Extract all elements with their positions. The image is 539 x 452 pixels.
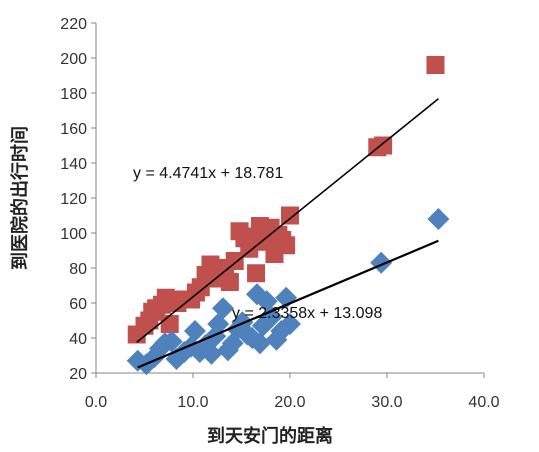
y-axis-title: 到医院的出行时间 (9, 126, 31, 270)
x-tick-label: 0.0 (85, 394, 107, 411)
red-square-point (426, 56, 445, 74)
x-tick-labels: 0.0 10.0 20.0 30.0 40.0 (85, 394, 500, 411)
blue-diamond-point (183, 320, 206, 342)
y-tick-label: 160 (60, 121, 87, 138)
blue-diamond-point (160, 330, 183, 353)
y-tick-label: 100 (60, 226, 87, 243)
red-square-point (281, 206, 299, 225)
red-square-point (160, 315, 179, 333)
y-tick-label: 40 (69, 331, 87, 348)
blue-diamond-point (212, 297, 235, 320)
y-tick-label: 200 (60, 51, 87, 68)
red-square-point (168, 294, 187, 312)
x-tick-label: 40.0 (468, 394, 499, 411)
x-tick-label: 20.0 (274, 394, 305, 411)
red-square-point (247, 264, 266, 283)
red-square-point (225, 252, 244, 270)
y-tick-label: 20 (69, 366, 87, 383)
x-tick-label: 10.0 (177, 394, 208, 411)
y-tick-labels: 20 40 60 80 100 120 140 160 180 200 220 (60, 16, 87, 383)
y-tick-label: 180 (60, 86, 87, 103)
blue-diamond-point (427, 208, 450, 230)
blue-diamond-point (241, 327, 264, 349)
trendlines (136, 98, 439, 369)
blue-diamond-point (279, 313, 301, 335)
y-tick-label: 140 (60, 156, 87, 173)
x-tick-label: 30.0 (371, 394, 402, 411)
blue-diamond-point (200, 342, 223, 365)
blue-diamond-point (248, 332, 271, 355)
red-square-point (277, 236, 296, 255)
trendline-equation-blue: y = 2.3358x + 13.098 (232, 305, 382, 322)
trendline-red (136, 98, 439, 343)
y-tick-label: 120 (60, 191, 87, 208)
trendline-blue (137, 239, 439, 369)
trendline-equation-red: y = 4.4741x + 18.781 (133, 165, 283, 182)
axes (91, 22, 485, 378)
y-tick-label: 80 (69, 261, 87, 278)
y-tick-label: 220 (60, 16, 87, 33)
x-axis-title: 到天安门的距离 (207, 425, 333, 447)
blue-diamond-point (260, 306, 283, 328)
red-square-point (374, 136, 393, 155)
data-points (126, 56, 450, 376)
red-square-point (220, 273, 239, 291)
y-tick-label: 60 (69, 296, 87, 313)
